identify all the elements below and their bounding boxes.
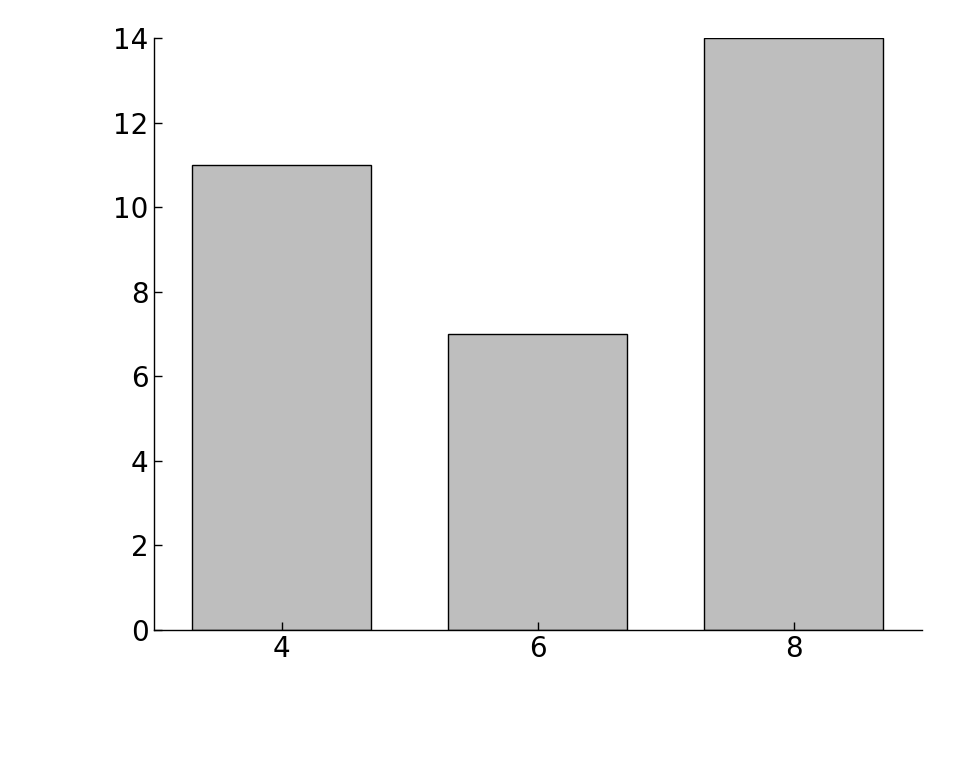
Bar	[448, 334, 627, 630]
Bar	[704, 38, 883, 630]
Bar	[192, 165, 372, 630]
